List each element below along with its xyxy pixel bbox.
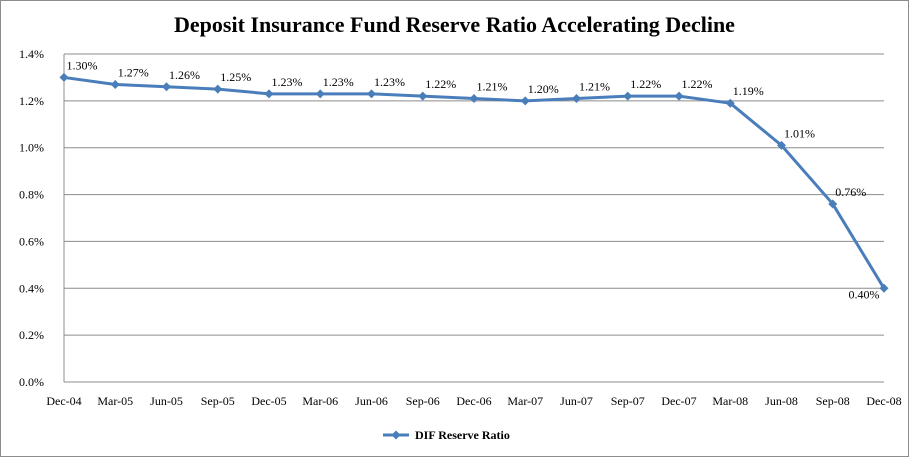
data-label: 1.20% (528, 82, 559, 96)
data-point (418, 91, 428, 101)
data-label: 0.40% (849, 287, 880, 301)
x-tick-label: Mar-07 (507, 394, 543, 408)
data-point (520, 96, 530, 106)
y-tick-label: 0.4% (19, 281, 44, 295)
data-label: 1.23% (374, 75, 405, 89)
x-tick-label: Jun-07 (560, 394, 593, 408)
y-tick-label: 0.6% (19, 234, 44, 248)
data-label: 1.26% (169, 68, 200, 82)
data-label: 0.76% (835, 185, 866, 199)
data-point (777, 140, 786, 150)
data-label: 1.25% (220, 70, 251, 84)
x-tick-label: Dec-05 (251, 394, 286, 408)
x-tick-labels: Dec-04 Mar-05 Jun-05 Sep-05 Dec-05 Mar-06 Jun-… (46, 394, 901, 408)
data-point (674, 91, 684, 101)
x-tick-label: Mar-08 (712, 394, 748, 408)
data-label: 1.23% (272, 75, 303, 89)
data-point (828, 199, 838, 209)
data-point (59, 72, 69, 82)
data-label: 1.23% (323, 75, 354, 89)
x-tick-label: Sep-07 (611, 394, 645, 408)
data-point (469, 94, 479, 104)
x-tick-label: Jun-08 (765, 394, 798, 408)
data-label: 1.30% (67, 58, 98, 72)
x-tick-label: Sep-08 (816, 394, 850, 408)
data-labels: 1.30% 1.27% 1.26% 1.25% 1.23% 1.23% 1.23% 1.22%… (67, 58, 880, 301)
data-point (367, 89, 376, 99)
x-tick-label: Sep-06 (406, 394, 440, 408)
data-point (213, 84, 223, 94)
legend: DIF Reserve Ratio (383, 428, 510, 442)
data-point (623, 91, 633, 101)
data-point (879, 283, 889, 293)
data-point (725, 98, 735, 108)
data-point (264, 89, 274, 99)
y-tick-label: 1.4% (19, 47, 44, 61)
legend-label: DIF Reserve Ratio (415, 428, 510, 442)
x-tick-label: Sep-05 (201, 394, 235, 408)
series-line (59, 72, 889, 293)
x-tick-label: Mar-05 (97, 394, 133, 408)
data-point (315, 89, 325, 99)
data-label: 1.27% (118, 65, 149, 79)
y-tick-labels: 0.0% 0.2% 0.4% 0.6% 0.8% 1.0% 1.2% 1.4% (19, 47, 44, 389)
y-tick-label: 0.0% (19, 375, 44, 389)
data-label: 1.21% (477, 80, 508, 94)
x-tick-label: Dec-04 (46, 394, 81, 408)
x-tick-label: Dec-07 (661, 394, 696, 408)
data-label: 1.01% (784, 126, 815, 140)
data-label: 1.22% (630, 77, 661, 91)
y-tick-label: 0.2% (19, 328, 44, 342)
axes (63, 54, 884, 383)
chart-title: Deposit Insurance Fund Reserve Ratio Acc… (174, 12, 735, 37)
x-tick-label: Jun-05 (150, 394, 183, 408)
y-tick-label: 1.0% (19, 141, 44, 155)
data-point (572, 94, 581, 104)
legend-marker (391, 430, 401, 440)
data-label: 1.21% (579, 80, 610, 94)
x-tick-label: Jun-06 (355, 394, 388, 408)
data-label: 1.22% (682, 77, 713, 91)
x-tick-label: Dec-08 (866, 394, 901, 408)
x-tick-label: Dec-06 (456, 394, 491, 408)
y-tick-label: 0.8% (19, 188, 44, 202)
data-label: 1.19% (733, 84, 764, 98)
data-point (162, 82, 171, 92)
x-tick-label: Mar-06 (302, 394, 338, 408)
y-tick-label: 1.2% (19, 94, 44, 108)
data-point (110, 79, 120, 89)
series-line-path (63, 75, 886, 290)
data-label: 1.22% (425, 77, 456, 91)
